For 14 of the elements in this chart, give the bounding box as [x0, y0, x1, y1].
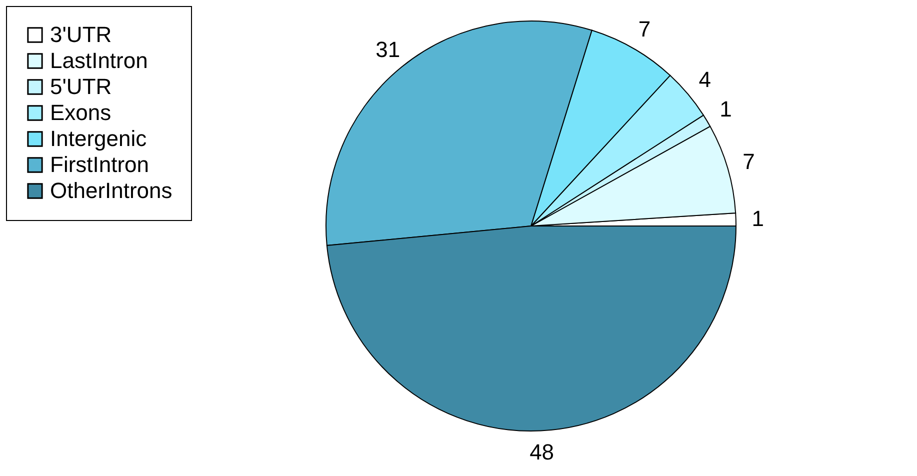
- data-label: 7: [638, 16, 651, 42]
- data-label: 48: [530, 440, 554, 465]
- legend-label: 3'UTR: [50, 22, 112, 47]
- data-label: 7: [742, 149, 755, 174]
- legend-label: OtherIntrons: [50, 178, 172, 203]
- data-label: 4: [698, 67, 712, 92]
- data-label: 31: [376, 36, 400, 62]
- legend-label: Exons: [50, 100, 112, 125]
- data-label: 1: [752, 206, 764, 231]
- legend-label: FirstIntron: [50, 152, 150, 177]
- legend-label: Intergenic: [50, 126, 147, 151]
- data-label: 1: [720, 96, 732, 122]
- legend-label: LastIntron: [50, 48, 148, 73]
- legend-label: 5'UTR: [50, 74, 112, 99]
